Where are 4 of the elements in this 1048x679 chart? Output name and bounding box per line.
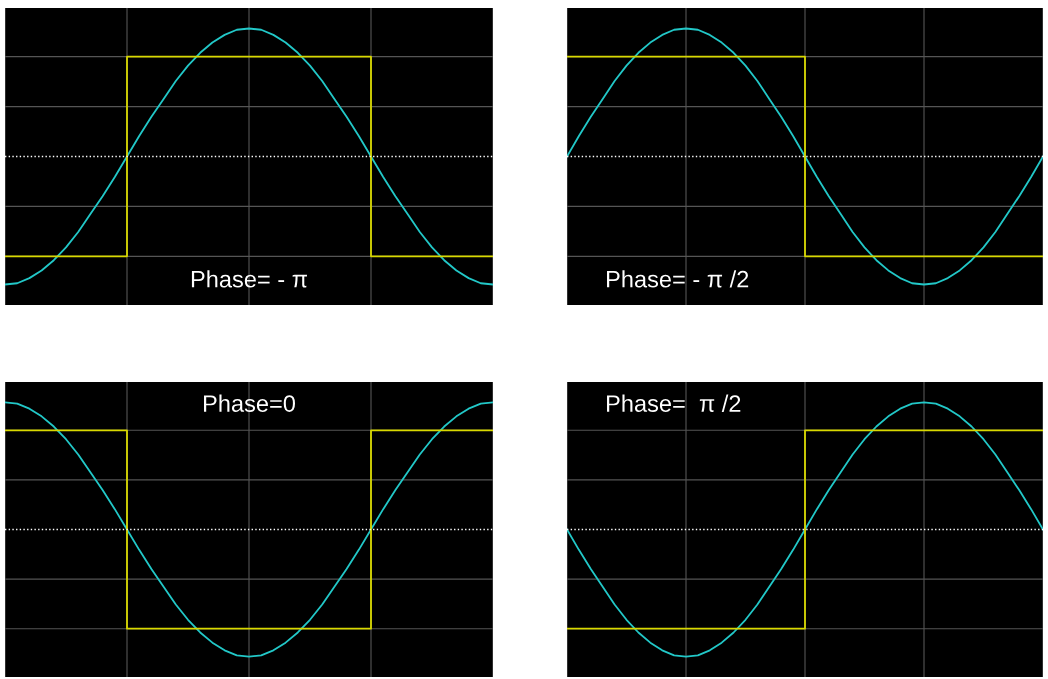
annotation: Phase= π /2	[607, 394, 741, 412]
annotation: Phase=0	[204, 394, 296, 412]
annotation: Phase= - π /2	[607, 270, 749, 288]
annotation: Phase= - π	[191, 270, 307, 288]
